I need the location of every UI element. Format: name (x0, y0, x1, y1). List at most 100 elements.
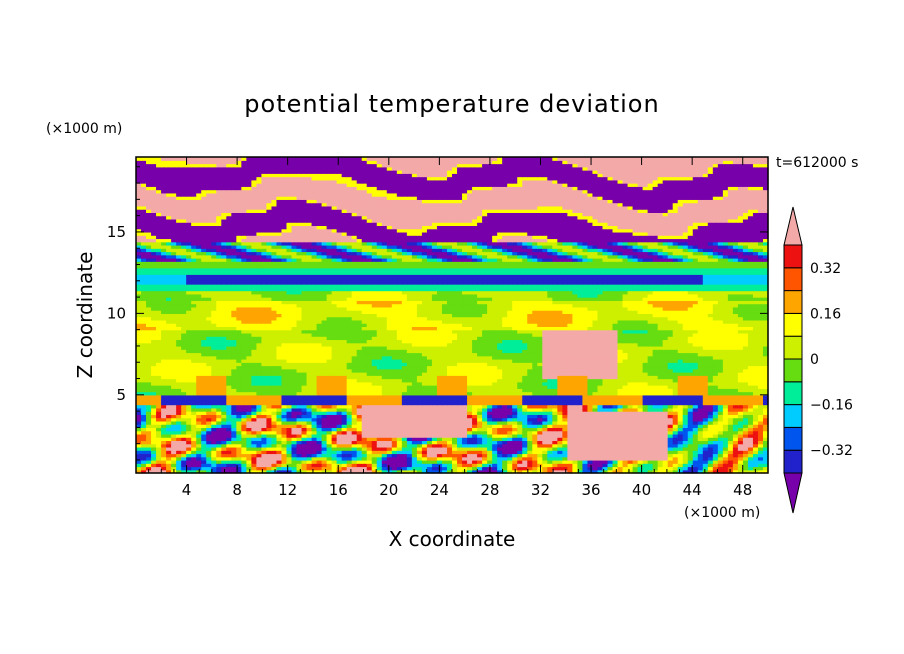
contour-cell (517, 391, 523, 396)
contour-cell (727, 394, 734, 399)
contour-cell (406, 456, 413, 461)
contour-cell (692, 375, 699, 380)
contour-cell (336, 342, 343, 347)
contour-cell (652, 463, 659, 468)
contour-cell (507, 368, 513, 373)
contour-cell (677, 459, 684, 464)
contour-cell (136, 407, 142, 412)
contour-cell (326, 463, 333, 468)
contour-cell (452, 355, 458, 360)
contour-cell (577, 459, 584, 464)
contour-cell (446, 372, 453, 376)
contour-cell (146, 342, 152, 347)
contour-cell (396, 404, 403, 409)
contour-cell (582, 427, 589, 432)
contour-cell (722, 433, 729, 438)
contour-cell (502, 459, 508, 464)
contour-cell (582, 424, 589, 428)
contour-cell (246, 424, 252, 428)
contour-cell (737, 459, 744, 464)
contour-cell (381, 459, 388, 464)
contour-cell (722, 469, 729, 474)
contour-cell (482, 404, 488, 409)
contour-cell (386, 394, 393, 399)
contour-cell (752, 440, 759, 445)
contour-cell (306, 342, 313, 347)
contour-cell (647, 417, 654, 422)
contour-cell (431, 453, 438, 458)
contour-cell (426, 407, 433, 412)
contour-cell (411, 411, 418, 415)
contour-cell (426, 352, 433, 357)
contour-cell (366, 417, 373, 422)
contour-cell (487, 420, 493, 425)
contour-cell (236, 378, 242, 383)
contour-cell (452, 430, 458, 435)
contour-cell (386, 378, 393, 383)
contour-cell (416, 414, 423, 419)
contour-cell (346, 456, 353, 461)
contour-cell (421, 345, 428, 350)
contour-cell (717, 443, 724, 448)
contour-cell (547, 368, 553, 373)
contour-cell (436, 365, 443, 370)
contour-cell (241, 407, 247, 412)
contour-cell (652, 446, 659, 451)
contour-cell (351, 355, 358, 360)
contour-cell (662, 466, 669, 471)
contour-cell (401, 456, 408, 461)
contour-cell (211, 391, 217, 396)
contour-cell (331, 411, 338, 415)
contour-cell (527, 368, 533, 373)
contour-cell (156, 414, 162, 419)
contour-cell (747, 459, 754, 464)
contour-cell (652, 375, 659, 380)
contour-cell (662, 424, 669, 428)
contour-cell (321, 342, 328, 347)
contour-cell (166, 414, 172, 419)
contour-cell (752, 362, 759, 367)
contour-cell (181, 349, 187, 354)
contour-cell (452, 385, 458, 389)
contour-cell (532, 440, 538, 445)
contour-cell (341, 427, 348, 432)
contour-cell (311, 355, 318, 360)
contour-cell (662, 430, 669, 435)
contour-cell (522, 342, 528, 347)
contour-cell (632, 355, 639, 360)
contour-cell (306, 411, 313, 415)
contour-cell (677, 407, 684, 412)
contour-cell (527, 404, 533, 409)
contour-cell (482, 463, 488, 468)
contour-cell (597, 440, 604, 445)
contour-cell (597, 394, 604, 399)
contour-cell (502, 456, 508, 461)
contour-cell (296, 381, 303, 386)
contour-cell (316, 385, 323, 389)
contour-cell (462, 365, 468, 370)
contour-cell (441, 427, 448, 432)
contour-cell (371, 463, 378, 468)
contour-cell (206, 407, 212, 412)
contour-cell (632, 398, 639, 402)
contour-cell (517, 355, 523, 360)
contour-cell (702, 450, 709, 455)
contour-cell (592, 463, 599, 468)
contour-cell (166, 378, 172, 383)
contour-cell (171, 388, 177, 393)
contour-cell (647, 365, 654, 370)
contour-cell (316, 469, 323, 474)
contour-cell (426, 440, 433, 445)
contour-cell (291, 440, 298, 445)
contour-cell (256, 433, 262, 438)
contour-cell (171, 433, 177, 438)
contour-cell (336, 437, 343, 442)
contour-cell (286, 443, 293, 448)
contour-cell (301, 427, 308, 432)
contour-cell (747, 407, 754, 412)
contour-cell (206, 420, 212, 425)
contour-cell (266, 459, 273, 464)
contour-cell (632, 427, 639, 432)
contour-cell (682, 456, 689, 461)
contour-cell (216, 446, 222, 451)
